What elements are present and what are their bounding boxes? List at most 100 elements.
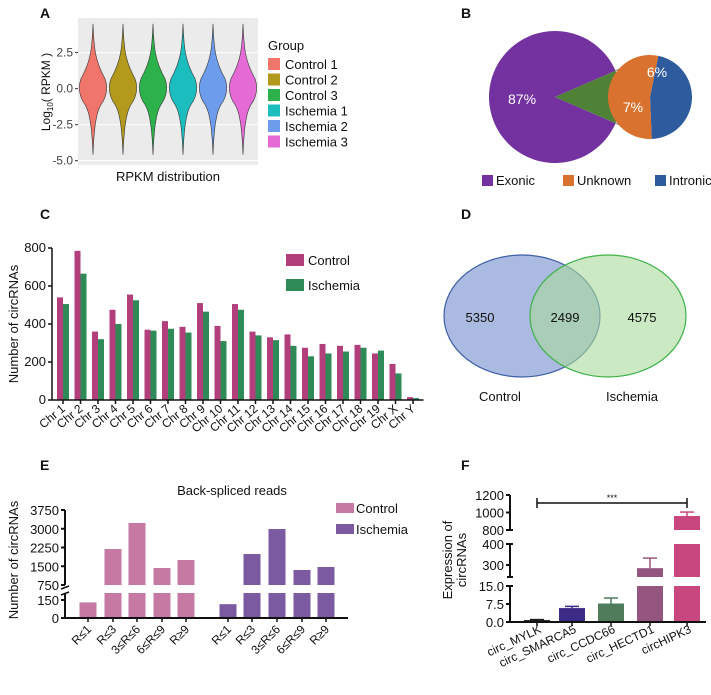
bar-control bbox=[92, 331, 98, 400]
pie-label-exonic: 87% bbox=[508, 91, 536, 107]
y-axis-label: Number of circRNAs bbox=[6, 264, 21, 383]
legend-label: Ischemia 3 bbox=[285, 135, 348, 150]
violin-ischemia-1 bbox=[169, 23, 197, 155]
y-tick-label: -5.0 bbox=[52, 154, 73, 168]
venn-count-control: 5350 bbox=[466, 310, 495, 325]
y-tick-label: 300 bbox=[482, 558, 504, 573]
venn-label-control: Control bbox=[479, 389, 521, 404]
y-tick-label: 150 bbox=[37, 593, 59, 608]
bar-control bbox=[197, 303, 203, 400]
y-axis-label-part: ( RPKM ) bbox=[39, 53, 53, 102]
y-tick-label: 7.5 bbox=[486, 597, 504, 612]
axis-break-mark bbox=[60, 591, 70, 596]
bar-control bbox=[319, 343, 326, 400]
pie-slice-other bbox=[555, 70, 621, 124]
legend-swatch bbox=[336, 524, 354, 534]
x-tick-label: R≤1 bbox=[209, 622, 235, 648]
pie-label-unknown: 7% bbox=[623, 99, 643, 115]
y-tick-label: 1500 bbox=[30, 559, 59, 574]
bar-control bbox=[337, 345, 343, 400]
y-tick-label: 600 bbox=[24, 278, 46, 293]
bar-ischemia bbox=[325, 353, 332, 400]
legend-title: Group bbox=[268, 38, 304, 53]
bar-control bbox=[79, 602, 97, 618]
bar-ischemia bbox=[243, 593, 261, 618]
legend-label: Ischemia bbox=[356, 522, 409, 537]
panel-label-a: A bbox=[40, 5, 50, 21]
bar-ischemia bbox=[273, 340, 279, 400]
bar-ischemia bbox=[343, 351, 349, 400]
y-axis-label: circRNAs bbox=[454, 532, 469, 587]
legend-label: Ischemia 1 bbox=[285, 104, 348, 119]
bar-circhipk3 bbox=[674, 544, 700, 577]
bar-ischemia bbox=[317, 567, 335, 585]
bar-control bbox=[177, 593, 195, 618]
y-tick-label: 3750 bbox=[30, 503, 59, 518]
bar-control bbox=[162, 321, 168, 400]
y-axis-label: Number of circRNAs bbox=[6, 500, 21, 619]
bar-ischemia bbox=[98, 339, 104, 400]
x-axis-label: RPKM distribution bbox=[116, 169, 220, 184]
panel-label-e: E bbox=[40, 457, 49, 473]
y-tick-label: 3000 bbox=[30, 522, 59, 537]
pie-label-intronic: 6% bbox=[647, 64, 667, 80]
y-tick-label: 400 bbox=[482, 537, 504, 552]
legend-swatch bbox=[563, 175, 574, 186]
legend-swatch bbox=[655, 175, 666, 186]
bar-ischemia bbox=[243, 554, 261, 585]
bar-control bbox=[354, 344, 361, 400]
bar-control bbox=[74, 250, 81, 400]
y-tick-label: 2250 bbox=[30, 541, 59, 556]
bar-ischemia bbox=[293, 593, 311, 618]
y-tick-label: 15.0 bbox=[479, 579, 504, 594]
y-axis-label-part: 10 bbox=[46, 102, 55, 111]
y-tick-label: 800 bbox=[24, 240, 46, 255]
y-tick-label: 1000 bbox=[475, 506, 504, 521]
bar-control bbox=[153, 593, 171, 618]
plot-background-a bbox=[78, 18, 258, 165]
legend-swatch bbox=[286, 279, 304, 291]
legend-swatch bbox=[268, 89, 280, 101]
bar-ischemia bbox=[268, 593, 286, 618]
bar-control bbox=[177, 560, 195, 585]
pie-slice-intronic bbox=[650, 55, 692, 139]
bar-ischemia bbox=[63, 304, 69, 400]
bar-ischemia bbox=[378, 350, 384, 400]
y-axis-label-part: Log bbox=[39, 111, 53, 131]
y-tick-label: 0 bbox=[52, 611, 59, 626]
violin-control-3 bbox=[139, 23, 167, 155]
violin-control-1 bbox=[79, 23, 107, 155]
legend-label: Intronic bbox=[669, 173, 711, 188]
legend-label: Ischemia 2 bbox=[285, 119, 348, 134]
bar-ischemia bbox=[238, 309, 244, 400]
legend-label: Control 2 bbox=[285, 73, 338, 88]
bar-ischemia bbox=[115, 324, 122, 400]
x-tick-label: 6≤R≤9 bbox=[133, 622, 168, 657]
legend-swatch bbox=[268, 120, 280, 132]
bar-ischemia bbox=[203, 311, 209, 400]
y-tick-label: 0.0 bbox=[486, 615, 504, 630]
bar-control bbox=[214, 325, 221, 400]
y-tick-label: 0.0 bbox=[56, 82, 73, 96]
bar-control bbox=[128, 523, 146, 585]
violin-ischemia-2 bbox=[199, 23, 227, 155]
bar-control bbox=[104, 593, 122, 618]
x-tick-label: R≥9 bbox=[167, 622, 193, 648]
bar-control bbox=[153, 568, 171, 585]
bar-ischemia bbox=[80, 273, 87, 400]
y-tick-label: 800 bbox=[482, 523, 504, 538]
bar-ischemia bbox=[185, 332, 192, 400]
legend-label: Unknown bbox=[577, 173, 631, 188]
panel-label-f: F bbox=[461, 457, 470, 473]
y-tick-label: 1200 bbox=[475, 488, 504, 503]
bar-ischemia bbox=[413, 398, 419, 400]
bar-ischemia bbox=[150, 330, 157, 400]
bar-circhipk3 bbox=[674, 586, 700, 622]
bar-ischemia bbox=[219, 604, 237, 618]
bar-control bbox=[104, 549, 122, 585]
y-tick-label: 200 bbox=[24, 354, 46, 369]
venn-count-overlap: 2499 bbox=[551, 310, 580, 325]
bar-control bbox=[267, 337, 273, 400]
y-tick-label: 750 bbox=[37, 578, 59, 593]
legend-swatch bbox=[286, 254, 304, 266]
